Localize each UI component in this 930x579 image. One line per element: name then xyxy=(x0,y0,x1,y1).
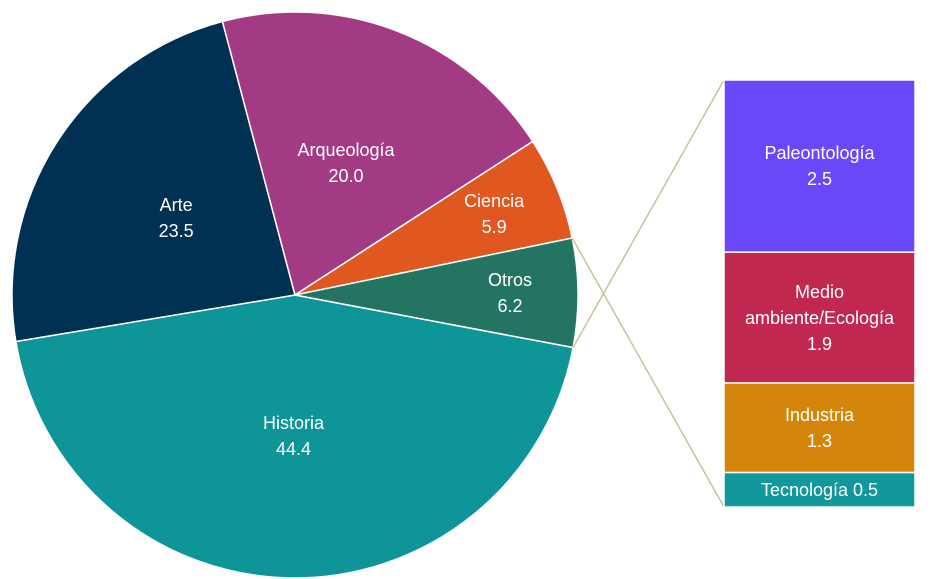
label-value: 0.5 xyxy=(853,479,879,500)
label-name: Historia xyxy=(262,413,324,434)
label-name: Arqueología xyxy=(297,140,395,161)
pie-slice xyxy=(14,294,574,579)
label-value: 5.9 xyxy=(481,216,507,237)
pie-slice xyxy=(221,11,534,297)
label-name: Tecnología xyxy=(760,479,849,500)
bar-segment xyxy=(723,471,916,508)
label-value: 44.4 xyxy=(275,439,311,460)
connector-line xyxy=(571,237,725,508)
data-label: Arqueología 20.0 xyxy=(297,137,394,189)
label-name: Medio ambiente/Ecología xyxy=(744,281,895,328)
label-name: Otros xyxy=(488,270,533,291)
data-label: Otros 6.2 xyxy=(488,267,532,319)
data-label: Paleontología 2.5 xyxy=(724,140,915,192)
connector-line xyxy=(572,79,725,348)
data-label: Medio ambiente/Ecología 1.9 xyxy=(724,279,915,357)
data-label: Industria 1.3 xyxy=(724,402,915,454)
pie-slice xyxy=(11,20,296,343)
label-value: 1.3 xyxy=(806,430,833,451)
data-label: Arte 23.5 xyxy=(159,192,194,244)
data-label: Ciencia 5.9 xyxy=(464,188,524,240)
label-name: Paleontología xyxy=(764,143,875,164)
label-name: Arte xyxy=(159,195,193,216)
label-name: Industria xyxy=(784,404,855,425)
label-value: 2.5 xyxy=(806,169,833,190)
label-value: 1.9 xyxy=(806,333,833,354)
label-value: 23.5 xyxy=(158,221,194,242)
label-value: 6.2 xyxy=(497,296,523,317)
label-value: 20.0 xyxy=(328,166,364,187)
data-label: Tecnología 0.5 xyxy=(761,477,878,503)
label-name: Ciencia xyxy=(464,190,525,211)
data-label: Historia 44.4 xyxy=(263,410,324,462)
